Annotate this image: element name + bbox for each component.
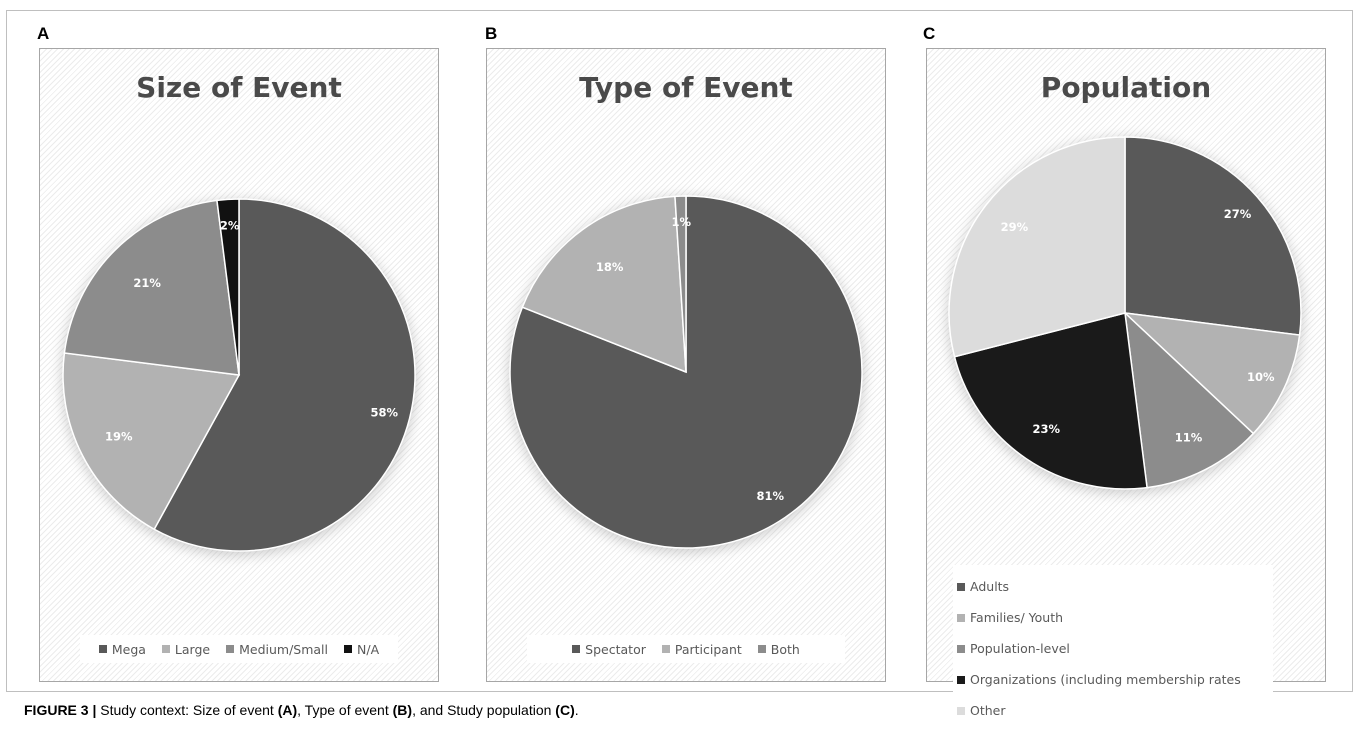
legend-item-population-level: Population-level xyxy=(957,641,1070,656)
pie-slice-population-level xyxy=(1123,311,1255,489)
figure-caption: FIGURE 3 | Study context: Size of event … xyxy=(24,702,579,718)
legend-swatch xyxy=(344,645,353,653)
legend-swatch xyxy=(98,645,107,653)
panel-letter-a: A xyxy=(37,24,50,43)
legend-swatch xyxy=(957,644,965,653)
legend-item-both: Both xyxy=(757,641,800,657)
pie-chart-size-of-event: 58% 19% 21% 2% xyxy=(61,198,417,556)
data-label-other: 29% xyxy=(1001,220,1029,234)
legend-item-other: Other xyxy=(957,703,1006,718)
legend-swatch xyxy=(226,645,235,653)
legend-label: Spectator xyxy=(585,641,646,657)
caption-text: . xyxy=(574,702,579,718)
pie-slice-adults xyxy=(1124,136,1302,336)
legend-item-n-a: N/A xyxy=(344,642,379,657)
legend-item-organizations-including-membership-rates: Organizations (including membership rate… xyxy=(957,672,1241,687)
chart-title: Type of Event xyxy=(579,71,793,104)
legend-label: Adults xyxy=(970,579,1010,594)
data-label-adults: 27% xyxy=(1224,207,1252,221)
data-label-large: 19% xyxy=(105,429,133,443)
data-label-mega: 58% xyxy=(371,405,399,419)
legend-swatch xyxy=(757,645,766,653)
data-label-families-youth: 10% xyxy=(1247,370,1275,384)
pie-slice-other xyxy=(948,136,1126,358)
legend-item-mega: Mega xyxy=(98,641,146,657)
data-label-spectator: 81% xyxy=(757,489,785,503)
pie-chart-population: 27% 10% 11% 23% 29% xyxy=(947,136,1303,494)
panel-letter-c: C xyxy=(923,24,936,43)
chart-legend: Mega Large Medium/Small N/A xyxy=(80,635,398,663)
legend-item-participant: Participant xyxy=(661,641,742,657)
legend-label: Medium/Small xyxy=(239,641,329,657)
legend-label: Organizations (including membership rate… xyxy=(970,672,1241,687)
legend-swatch xyxy=(161,645,170,653)
legend-label: Large xyxy=(174,641,211,657)
pie-slice-families-youth xyxy=(1122,311,1301,435)
legend-label: Both xyxy=(770,641,800,657)
chart-panel-b: Type of Event 81% 18% 1% Spectator Particip… xyxy=(486,48,886,682)
pie-slice-medium-small xyxy=(63,199,240,376)
legend-label: N/A xyxy=(357,641,380,657)
data-label-n-a: 2% xyxy=(220,218,240,232)
legend-item-families-youth: Families/ Youth xyxy=(957,610,1063,625)
legend-swatch xyxy=(661,645,670,653)
legend-label: Population-level xyxy=(970,641,1070,656)
data-label-participant: 18% xyxy=(596,260,624,274)
legend-label: Participant xyxy=(674,641,742,657)
pie-chart-type-of-event: 81% 18% 1% xyxy=(508,195,864,553)
caption-ref-b: (B) xyxy=(392,702,413,718)
pie-slice-both xyxy=(674,195,687,373)
chart-title: Size of Event xyxy=(136,71,342,104)
data-label-medium-small: 21% xyxy=(133,276,161,290)
pie-slice-participant xyxy=(521,195,687,374)
data-label-population-level: 11% xyxy=(1175,431,1203,445)
legend-swatch xyxy=(957,582,965,591)
legend-label: Families/ Youth xyxy=(970,610,1064,625)
pie-slice-spectator xyxy=(509,195,863,549)
panel-letter-b: B xyxy=(485,24,498,43)
legend-item-large: Large xyxy=(161,641,211,657)
legend-swatch xyxy=(572,645,581,653)
legend-item-spectator: Spectator xyxy=(572,642,646,657)
data-label-organizations-including-membership-rates: 23% xyxy=(1033,422,1061,436)
chart-legend: Adults Families/ Youth Population-level Org… xyxy=(953,565,1273,721)
legend-item-adults: Adults xyxy=(957,579,1009,594)
pie-slice-n-a xyxy=(216,198,240,376)
legend-swatch xyxy=(957,706,965,715)
pie-slice-mega xyxy=(153,198,416,552)
caption-ref-a: (A) xyxy=(277,702,298,718)
caption-text: , Type of event xyxy=(297,702,393,718)
caption-ref-c: (C) xyxy=(555,702,575,718)
legend-label: Mega xyxy=(111,641,146,657)
chart-title: Population xyxy=(1040,71,1212,104)
chart-panel-c: Population 27% 10% 11% 23% 29% Adults Familie… xyxy=(926,48,1326,721)
caption-text: , and Study population xyxy=(412,702,556,718)
legend-item-medium-small: Medium/Small xyxy=(226,642,328,657)
chart-panel-a: Size of Event 58% 19% 21% 2% Mega Large Mediu… xyxy=(39,48,439,682)
caption-text: Study context: Size of event xyxy=(96,702,278,718)
legend-swatch xyxy=(957,613,965,622)
legend-label: Other xyxy=(970,703,1006,718)
legend-swatch xyxy=(957,675,965,684)
chart-legend: Spectator Participant Both xyxy=(527,635,845,663)
caption-label: FIGURE 3 | xyxy=(24,702,97,718)
pie-slice-large xyxy=(62,352,241,531)
pie-slice-organizations-including-membership-rates xyxy=(953,312,1148,490)
data-label-both: 1% xyxy=(672,215,692,229)
